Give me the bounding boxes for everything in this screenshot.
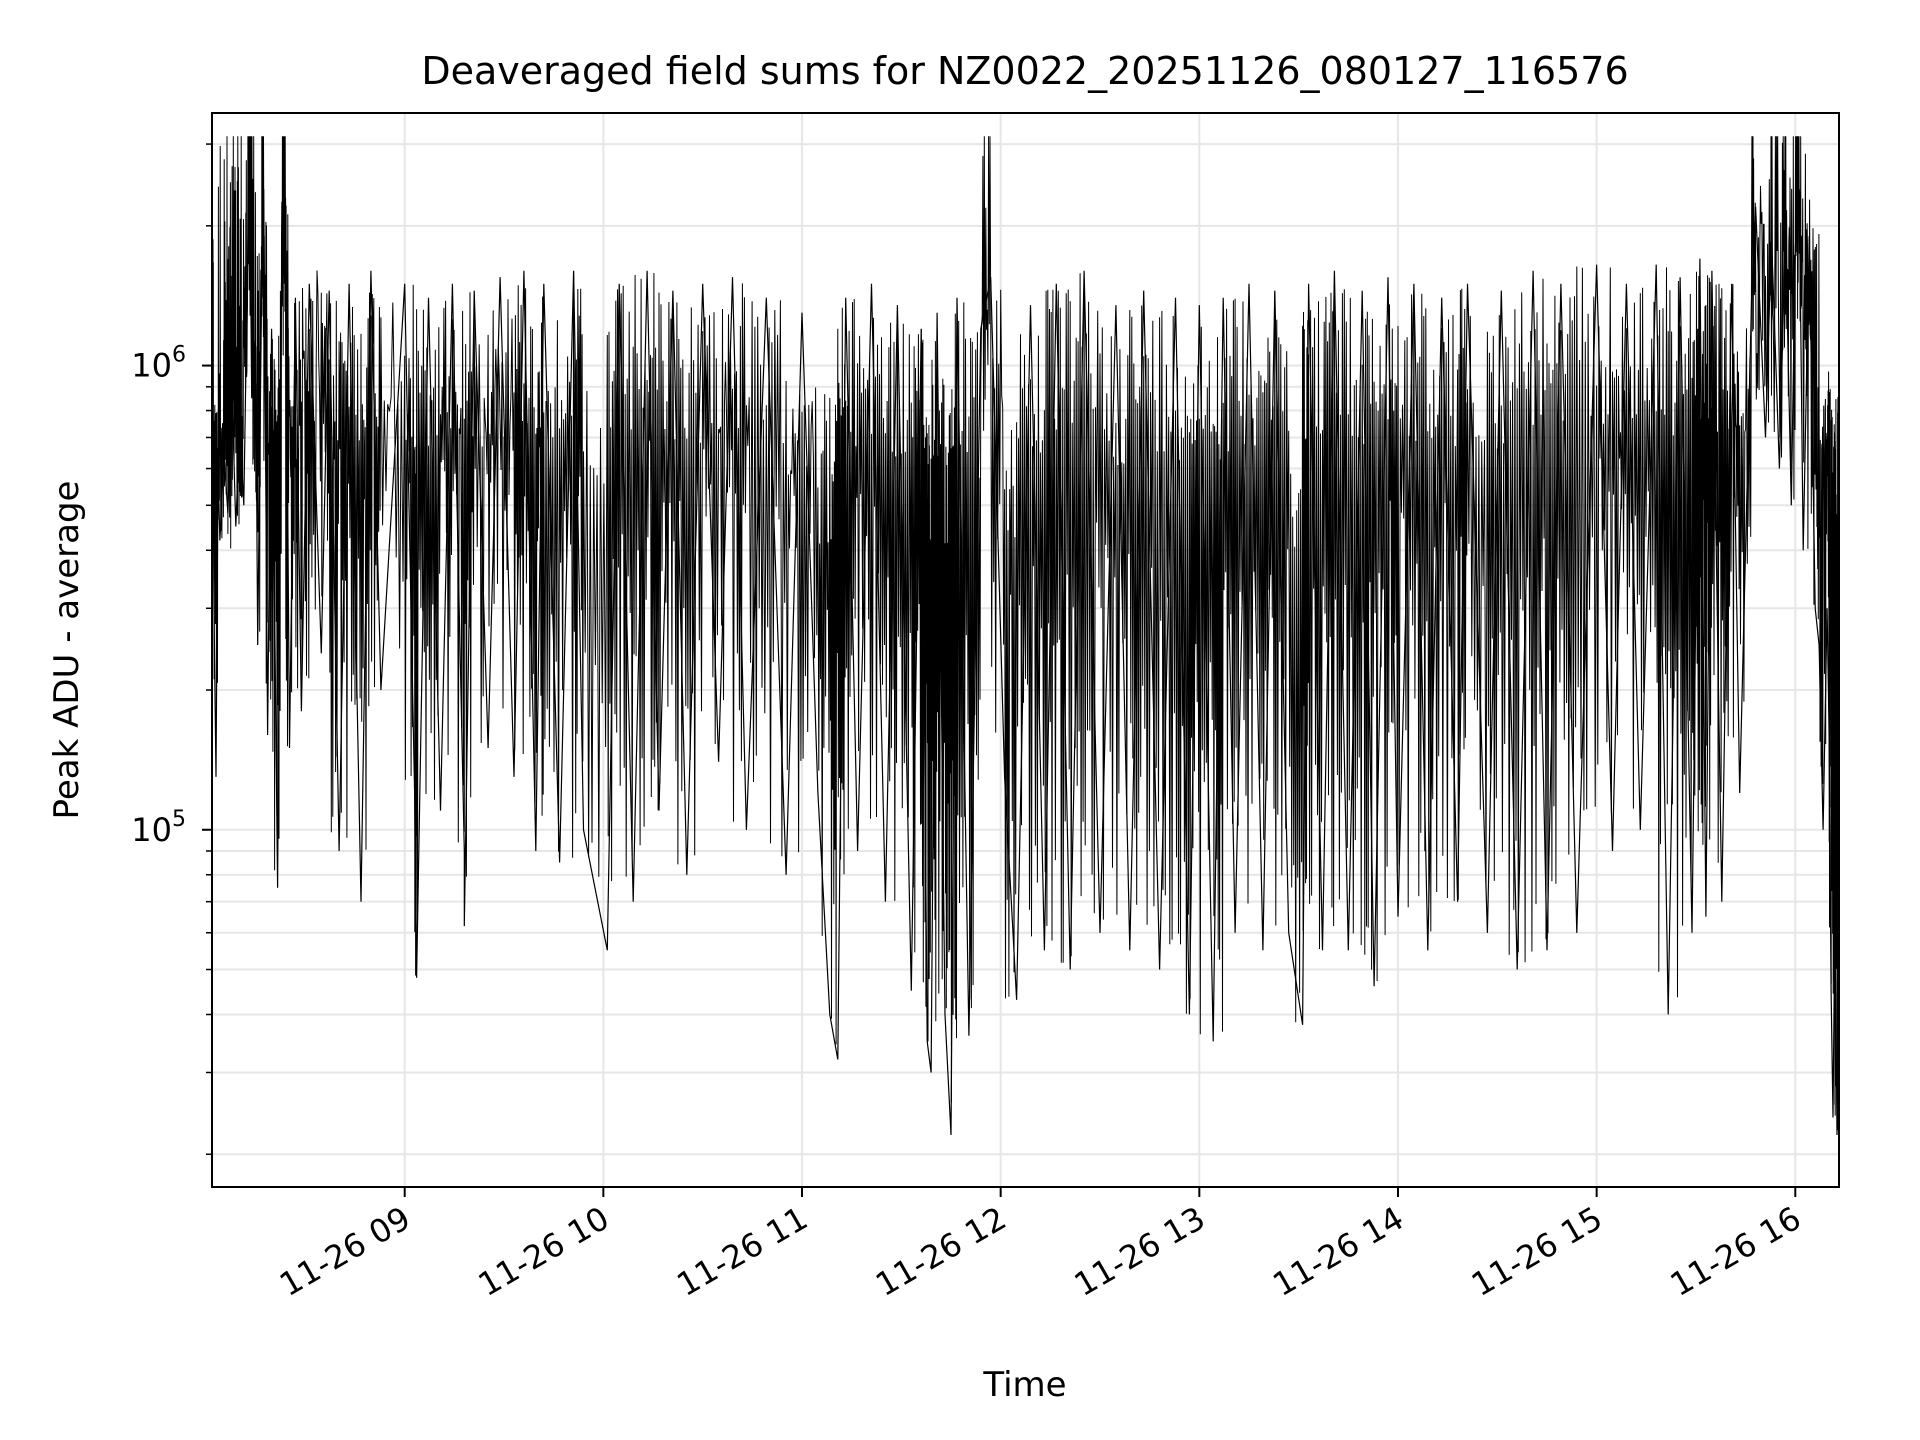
y-tick-label-exponent: 5 <box>172 807 186 832</box>
series-anchor-line <box>211 165 1840 1136</box>
y-tick-label-base: 10 <box>131 811 172 849</box>
data-series <box>211 136 1840 1136</box>
plot-frame <box>211 112 1840 1188</box>
y-tick-label-base: 10 <box>131 347 172 385</box>
y-axis-label: Peak ADU - average <box>47 481 87 820</box>
chart-title: Deaveraged field sums for NZ0022_2025112… <box>421 49 1628 93</box>
y-tick-label: 10 <box>131 811 172 849</box>
y-tick-label: 10 <box>131 347 172 385</box>
x-axis-label: Time <box>982 1365 1066 1405</box>
series-line <box>211 136 1840 1131</box>
y-tick-label-exponent: 6 <box>172 343 186 368</box>
